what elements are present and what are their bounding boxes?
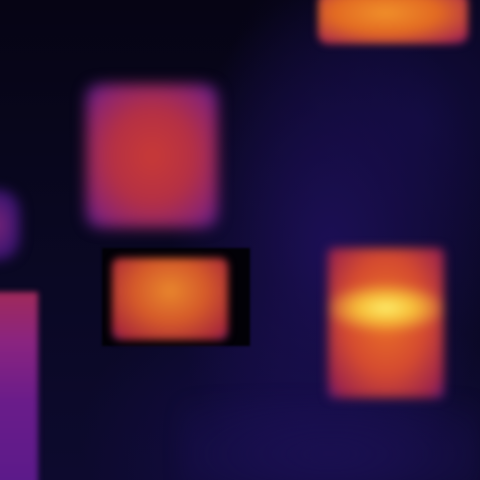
upper-left-hotspot: [86, 84, 218, 228]
right-hotspot: [328, 248, 444, 398]
top-right-hotspot: [318, 0, 468, 44]
cool-floor-region: [180, 400, 480, 480]
left-edge-warm-region: [0, 190, 20, 260]
mid-left-hotspot: [112, 258, 228, 340]
bottom-left-hotspot: [0, 292, 38, 480]
